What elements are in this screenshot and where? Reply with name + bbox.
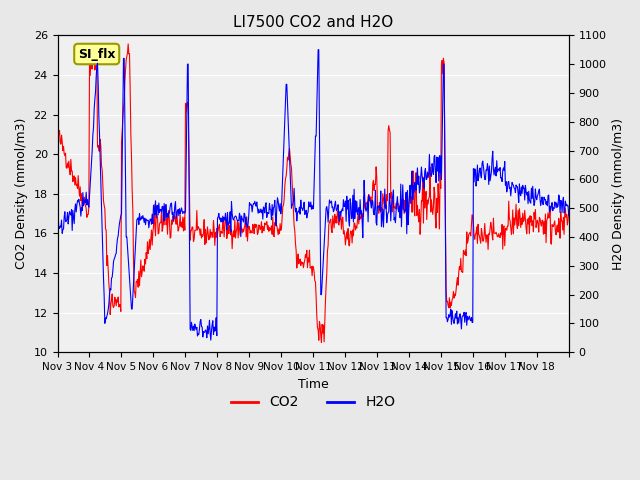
H2O (208, 322, 216, 327)
H2O (253, 199, 260, 205)
CO2 (114, 299, 122, 305)
H2O (207, 337, 214, 343)
CO2 (396, 206, 403, 212)
CO2 (317, 340, 325, 346)
CO2 (565, 207, 573, 213)
H2O (367, 200, 374, 206)
H2O (565, 213, 573, 219)
Text: SI_flx: SI_flx (78, 48, 115, 60)
CO2 (234, 218, 241, 224)
Y-axis label: H2O Density (mmol/m3): H2O Density (mmol/m3) (612, 118, 625, 270)
CO2 (124, 41, 132, 47)
H2O (396, 204, 403, 209)
Title: LI7500 CO2 and H2O: LI7500 CO2 and H2O (233, 15, 393, 30)
Legend: CO2, H2O: CO2, H2O (225, 390, 401, 415)
CO2 (54, 129, 61, 134)
Line: H2O: H2O (58, 50, 569, 340)
H2O (54, 223, 61, 229)
CO2 (367, 194, 374, 200)
CO2 (208, 230, 216, 236)
X-axis label: Time: Time (298, 377, 328, 391)
Line: CO2: CO2 (58, 44, 569, 343)
H2O (234, 218, 241, 224)
H2O (314, 47, 322, 53)
H2O (114, 236, 122, 241)
CO2 (253, 223, 260, 228)
Y-axis label: CO2 Density (mmol/m3): CO2 Density (mmol/m3) (15, 118, 28, 269)
